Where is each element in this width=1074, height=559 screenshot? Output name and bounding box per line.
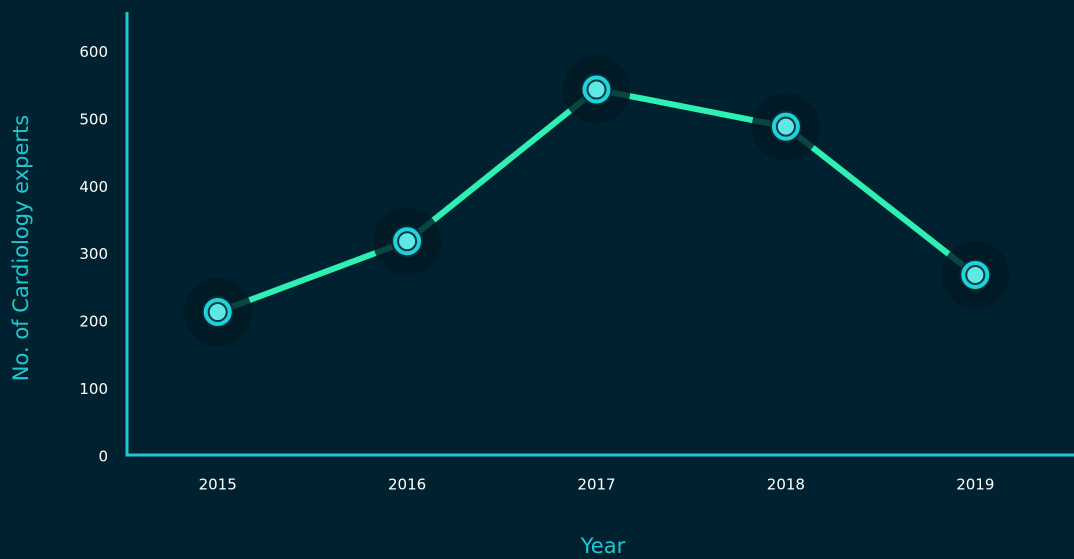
x-tick-label: 2017 <box>577 476 615 494</box>
x-axis-label: Year <box>580 534 626 558</box>
y-tick-label: 100 <box>79 380 108 398</box>
x-tick-label: 2015 <box>199 476 237 494</box>
y-tick-label: 600 <box>79 43 108 61</box>
y-tick-label: 500 <box>79 110 108 128</box>
y-tick-label: 200 <box>79 313 108 331</box>
x-tick-label: 2019 <box>956 476 994 494</box>
y-tick-label: 300 <box>79 245 108 263</box>
marker-inner <box>965 264 986 285</box>
y-tick-label: 400 <box>79 178 108 196</box>
x-tick-label: 2018 <box>767 476 805 494</box>
x-tick-label: 2016 <box>388 476 426 494</box>
marker-inner <box>586 79 607 100</box>
y-axis-label: No. of Cardiology experts <box>9 115 33 381</box>
y-tick-label: 0 <box>98 448 108 466</box>
marker-inner <box>775 116 796 137</box>
marker-inner <box>397 231 418 252</box>
marker-inner <box>207 302 228 323</box>
